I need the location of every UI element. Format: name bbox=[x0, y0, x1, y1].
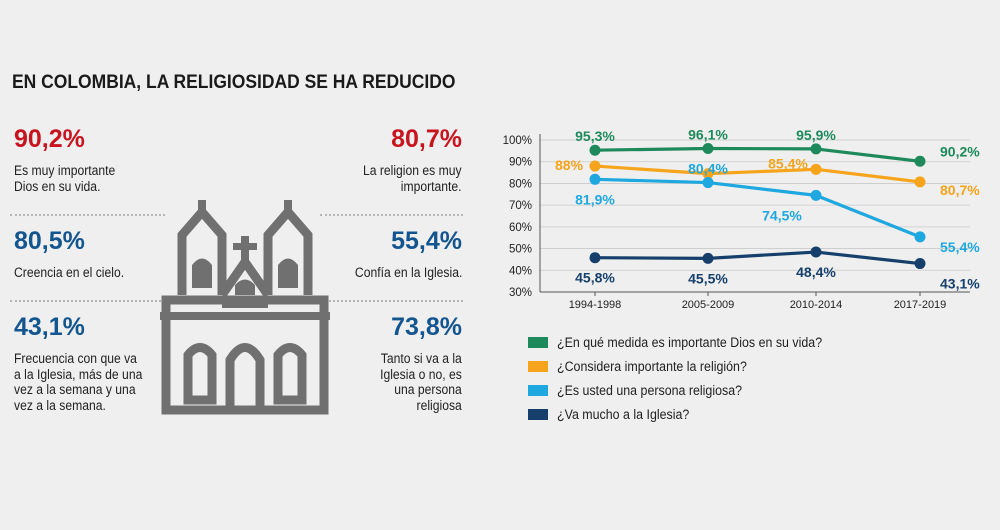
stat-line: religiosa bbox=[416, 397, 462, 413]
y-tick-label: 30% bbox=[509, 287, 532, 299]
x-tick-label: 2010-2014 bbox=[790, 299, 843, 311]
stat-line: Creencia en el cielo. bbox=[14, 265, 125, 280]
data-point bbox=[589, 252, 601, 264]
data-label: 74,5% bbox=[762, 207, 802, 223]
legend-swatch bbox=[528, 360, 548, 372]
stat-value: 43,1% bbox=[14, 313, 85, 341]
y-tick-label: 70% bbox=[509, 200, 532, 212]
data-point bbox=[810, 163, 822, 175]
data-label: 43,1% bbox=[940, 276, 980, 292]
stat-description: Confía en la Iglesia. bbox=[355, 265, 462, 281]
legend-item: ¿Considera importante la religión? bbox=[528, 354, 845, 378]
data-point bbox=[810, 189, 822, 201]
stat-line: vez a la semana y una bbox=[14, 382, 136, 397]
data-point bbox=[914, 231, 926, 243]
stat-value: 55,4% bbox=[391, 227, 462, 255]
stat-line: vez a la semana. bbox=[14, 397, 106, 413]
data-point bbox=[702, 168, 714, 180]
data-label: 90,2% bbox=[940, 143, 980, 159]
x-tick-label: 2017-2019 bbox=[894, 299, 947, 311]
x-tick-label: 1994-1998 bbox=[569, 299, 622, 311]
divider bbox=[320, 300, 463, 302]
data-point bbox=[914, 176, 926, 188]
divider bbox=[320, 214, 463, 216]
page-title: EN COLOMBIA, LA RELIGIOSIDAD SE HA REDUC… bbox=[12, 72, 456, 93]
stat-description: Es muy importante Dios en su vida. bbox=[14, 163, 115, 194]
stat-line: Confía en la Iglesia. bbox=[354, 265, 462, 280]
data-point bbox=[702, 142, 714, 154]
stat-value: 80,7% bbox=[391, 125, 462, 153]
data-label: 85,4% bbox=[768, 155, 808, 171]
data-label: 45,5% bbox=[688, 270, 728, 286]
chart-legend: ¿En qué medida es importante Dios en su … bbox=[528, 330, 845, 426]
legend-label: ¿Va mucho a la Iglesia? bbox=[557, 406, 690, 422]
data-point bbox=[810, 143, 822, 155]
stat-line: Frecuencia con que va bbox=[14, 351, 137, 366]
stat-value: 90,2% bbox=[14, 125, 85, 153]
divider bbox=[10, 300, 165, 302]
data-point bbox=[914, 155, 926, 167]
stat-line: Tanto si va a la bbox=[380, 351, 462, 366]
y-tick-label: 80% bbox=[509, 178, 532, 190]
data-label: 55,4% bbox=[940, 239, 980, 255]
stat-line: importante. bbox=[401, 178, 462, 194]
data-point bbox=[589, 160, 601, 172]
stat-description: Creencia en el cielo. bbox=[14, 265, 124, 281]
legend-item: ¿En qué medida es importante Dios en su … bbox=[528, 330, 845, 354]
stat-god-importance: 90,2% Es muy importante Dios en su vida. bbox=[14, 126, 127, 194]
stat-value: 73,8% bbox=[391, 313, 462, 341]
series-line bbox=[594, 250, 921, 266]
data-label: 88% bbox=[555, 157, 584, 173]
series-line bbox=[594, 146, 921, 163]
legend-item: ¿Es usted una persona religiosa? bbox=[528, 378, 845, 402]
data-label: 45,8% bbox=[575, 270, 615, 286]
series-line bbox=[594, 164, 921, 184]
data-label: 96,1% bbox=[688, 126, 728, 142]
data-point bbox=[914, 258, 926, 270]
church-icon bbox=[160, 200, 330, 415]
divider bbox=[10, 214, 165, 216]
stat-heaven-belief: 80,5% Creencia en el cielo. bbox=[14, 228, 136, 281]
line-chart: 100% 90% 80% 70% 60% 50% 40% 30% 1994-1998 2005-2… bbox=[503, 126, 981, 311]
stat-line: Iglesia o no, es bbox=[380, 366, 462, 382]
stat-religion-importance: 80,7% La religion es muy importante. bbox=[352, 126, 462, 194]
stat-description: Frecuencia con que va a la Iglesia, más … bbox=[14, 351, 142, 413]
data-label: 95,3% bbox=[575, 128, 615, 144]
y-tick-label: 60% bbox=[509, 222, 532, 234]
legend-label: ¿En qué medida es importante Dios en su … bbox=[557, 334, 823, 350]
stat-line: Dios en su vida. bbox=[14, 178, 101, 194]
stat-line: a la Iglesia, más de una bbox=[14, 366, 143, 382]
data-label: 48,4% bbox=[796, 264, 836, 280]
stat-religious-person: 73,8% Tanto si va a la Iglesia o no, es … bbox=[371, 314, 462, 413]
data-point bbox=[589, 173, 601, 185]
data-label: 80,4% bbox=[688, 161, 728, 177]
x-tick-label: 2005-2009 bbox=[682, 299, 735, 311]
data-label: 95,9% bbox=[796, 127, 836, 143]
stat-description: La religion es muy importante. bbox=[363, 163, 462, 194]
stat-value: 80,5% bbox=[14, 227, 85, 255]
data-point bbox=[702, 252, 714, 264]
series-line bbox=[594, 177, 921, 239]
y-tick-label: 90% bbox=[509, 157, 532, 169]
data-label: 81,9% bbox=[575, 191, 615, 207]
stat-church-frequency: 43,1% Frecuencia con que va a la Iglesia… bbox=[14, 314, 157, 413]
data-label: 80,7% bbox=[940, 182, 980, 198]
legend-label: ¿Considera importante la religión? bbox=[557, 358, 747, 374]
data-point bbox=[589, 144, 601, 156]
legend-swatch bbox=[528, 408, 548, 420]
stat-line: Es muy importante bbox=[14, 163, 116, 178]
legend-label: ¿Es usted una persona religiosa? bbox=[557, 382, 743, 398]
stat-description: Tanto si va a la Iglesia o no, es una pe… bbox=[380, 351, 462, 413]
legend-swatch bbox=[528, 384, 548, 396]
stat-line: una persona bbox=[394, 382, 462, 397]
legend-swatch bbox=[528, 336, 548, 348]
stat-line: La religion es muy bbox=[363, 163, 462, 178]
legend-item: ¿Va mucho a la Iglesia? bbox=[528, 402, 845, 426]
y-tick-label: 40% bbox=[509, 265, 532, 277]
stat-church-trust: 55,4% Confía en la Iglesia. bbox=[343, 228, 462, 281]
data-point bbox=[702, 177, 714, 189]
y-tick-label: 100% bbox=[503, 135, 532, 147]
data-point bbox=[810, 246, 822, 258]
y-tick-label: 50% bbox=[509, 244, 532, 256]
